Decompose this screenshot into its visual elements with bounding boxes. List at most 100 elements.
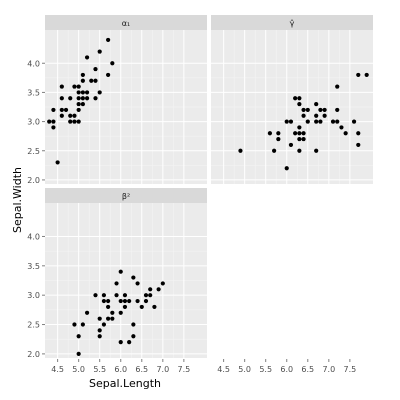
facet-strip	[45, 15, 207, 30]
x-tick-label: 6.0	[114, 365, 127, 374]
data-point	[63, 107, 69, 113]
y-tick-label: 2.5	[27, 321, 40, 330]
data-point	[330, 119, 336, 124]
data-point	[118, 310, 123, 315]
data-point	[68, 119, 73, 124]
data-point	[72, 84, 77, 89]
facet-strip	[211, 15, 373, 30]
y-tick-label: 2.0	[27, 350, 40, 359]
data-point	[93, 96, 98, 101]
data-point	[276, 136, 281, 142]
data-point	[131, 322, 136, 327]
data-point	[76, 107, 81, 113]
data-point	[288, 119, 294, 124]
facet-strip-label: γ̂	[290, 18, 295, 28]
data-point	[106, 316, 111, 321]
data-point	[51, 125, 56, 130]
x-tick-label: 4.5	[51, 365, 64, 374]
data-point	[127, 340, 132, 345]
data-point	[80, 78, 85, 83]
data-point	[297, 131, 302, 136]
data-point	[301, 136, 306, 142]
facet-strip-label: β²	[122, 192, 130, 201]
data-point	[72, 322, 77, 327]
x-tick-label: 5.5	[93, 365, 106, 374]
data-point	[118, 269, 123, 274]
data-point	[148, 287, 153, 292]
data-point	[160, 281, 165, 286]
data-point	[84, 55, 90, 60]
data-point	[267, 131, 273, 136]
data-point	[80, 96, 85, 101]
y-tick-label: 3.0	[27, 118, 40, 127]
data-point	[76, 351, 81, 356]
data-point	[76, 119, 81, 124]
data-point	[288, 142, 294, 148]
data-point	[59, 96, 64, 101]
data-point	[131, 275, 136, 280]
data-point	[93, 293, 98, 298]
data-point	[80, 322, 85, 327]
data-point	[322, 107, 327, 113]
y-axis-title: Sepal.Width	[11, 167, 24, 233]
x-tick-label: 6.5	[135, 365, 148, 374]
data-point	[101, 322, 107, 327]
data-point	[356, 72, 361, 78]
data-point	[72, 119, 77, 124]
data-point	[148, 293, 153, 298]
data-point	[89, 78, 94, 83]
data-point	[339, 125, 344, 130]
data-point	[80, 72, 85, 78]
y-tick-label: 4.0	[27, 232, 40, 241]
data-point	[118, 298, 123, 304]
y-tick-label: 3.5	[27, 262, 40, 271]
data-point	[131, 334, 136, 339]
data-point	[97, 49, 102, 54]
data-point	[110, 61, 115, 66]
data-point	[314, 113, 319, 118]
data-point	[76, 96, 81, 101]
data-point	[106, 72, 111, 78]
data-point	[80, 90, 85, 95]
data-point	[293, 131, 298, 136]
data-point	[84, 310, 90, 315]
data-point	[152, 304, 157, 310]
data-point	[297, 125, 302, 130]
y-tick-label: 2.0	[27, 176, 40, 185]
data-point	[106, 298, 111, 304]
x-tick-label: 6.0	[280, 365, 293, 374]
data-point	[97, 328, 102, 333]
y-tick-label: 3.0	[27, 291, 40, 300]
data-point	[55, 160, 60, 165]
data-point	[356, 142, 361, 148]
data-point	[135, 298, 140, 304]
data-point	[114, 281, 119, 286]
y-axis-ticks: 2.0 2.5 3.0 3.5 4.0 2.0 2.5 3.0 3.5 4.0	[27, 59, 45, 359]
data-point	[76, 84, 81, 89]
data-point	[68, 96, 73, 101]
x-tick-label: 5.5	[259, 365, 272, 374]
data-point	[335, 84, 340, 89]
data-point	[93, 78, 98, 83]
data-point	[122, 293, 128, 298]
x-tick-label: 7.5	[343, 365, 356, 374]
data-point	[143, 298, 149, 304]
data-point	[127, 298, 132, 304]
data-point	[47, 119, 52, 124]
data-point	[106, 37, 111, 43]
data-point	[293, 96, 298, 101]
facet-panel-2: γ̂	[211, 15, 373, 184]
data-point	[101, 293, 107, 298]
x-tick-label: 7.0	[156, 365, 169, 374]
data-point	[72, 113, 77, 118]
data-point	[59, 84, 64, 89]
facet-panel-3: β²	[45, 188, 207, 358]
data-point	[318, 107, 323, 113]
data-point	[76, 334, 81, 339]
data-point	[156, 287, 161, 292]
data-point	[51, 119, 56, 124]
data-point	[80, 101, 85, 107]
facet-strip-label: α₁	[122, 19, 130, 28]
data-point	[335, 107, 340, 113]
